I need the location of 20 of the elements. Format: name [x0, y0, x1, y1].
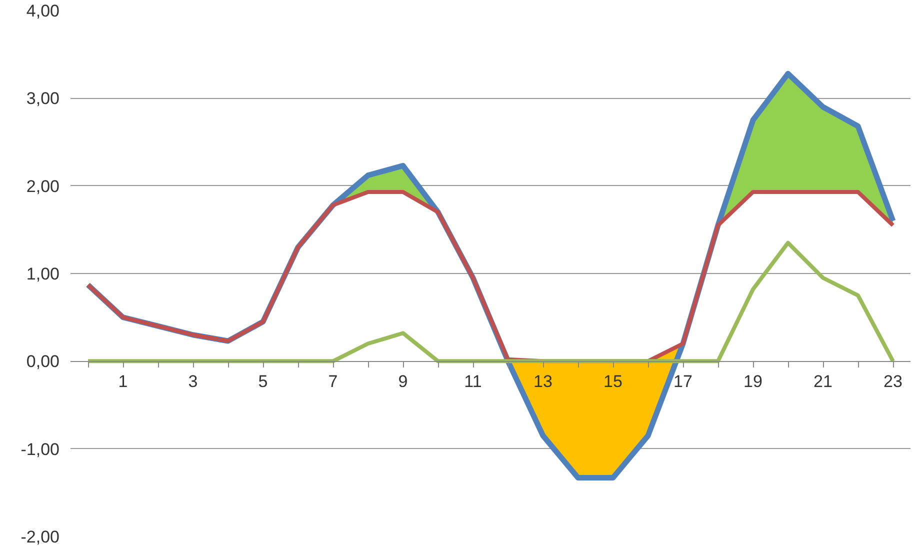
y-tick-label: 1,00: [26, 264, 60, 284]
x-tick-label: 13: [534, 372, 552, 392]
x-tick-label: 17: [674, 372, 692, 392]
y-tick-label: 0,00: [26, 352, 60, 372]
x-tick-label: 3: [188, 372, 198, 392]
x-tick-label: 23: [884, 372, 902, 392]
x-tick-label: 15: [604, 372, 622, 392]
x-tick-label: 5: [258, 372, 268, 392]
x-tick-label: 7: [328, 372, 338, 392]
y-tick-label: -2,00: [20, 528, 60, 546]
x-tick-label: 21: [814, 372, 832, 392]
x-tick-label: 1: [118, 372, 128, 392]
x-tick-label: 19: [744, 372, 762, 392]
y-tick-label: 2,00: [26, 176, 60, 196]
line-series: [86, 240, 895, 364]
y-tick-label: 4,00: [26, 2, 60, 20]
y-tick-label: 3,00: [26, 89, 60, 108]
x-tick-label: 11: [464, 372, 482, 392]
x-tick-label: 9: [398, 372, 408, 392]
y-tick-label: -1,00: [20, 440, 60, 459]
